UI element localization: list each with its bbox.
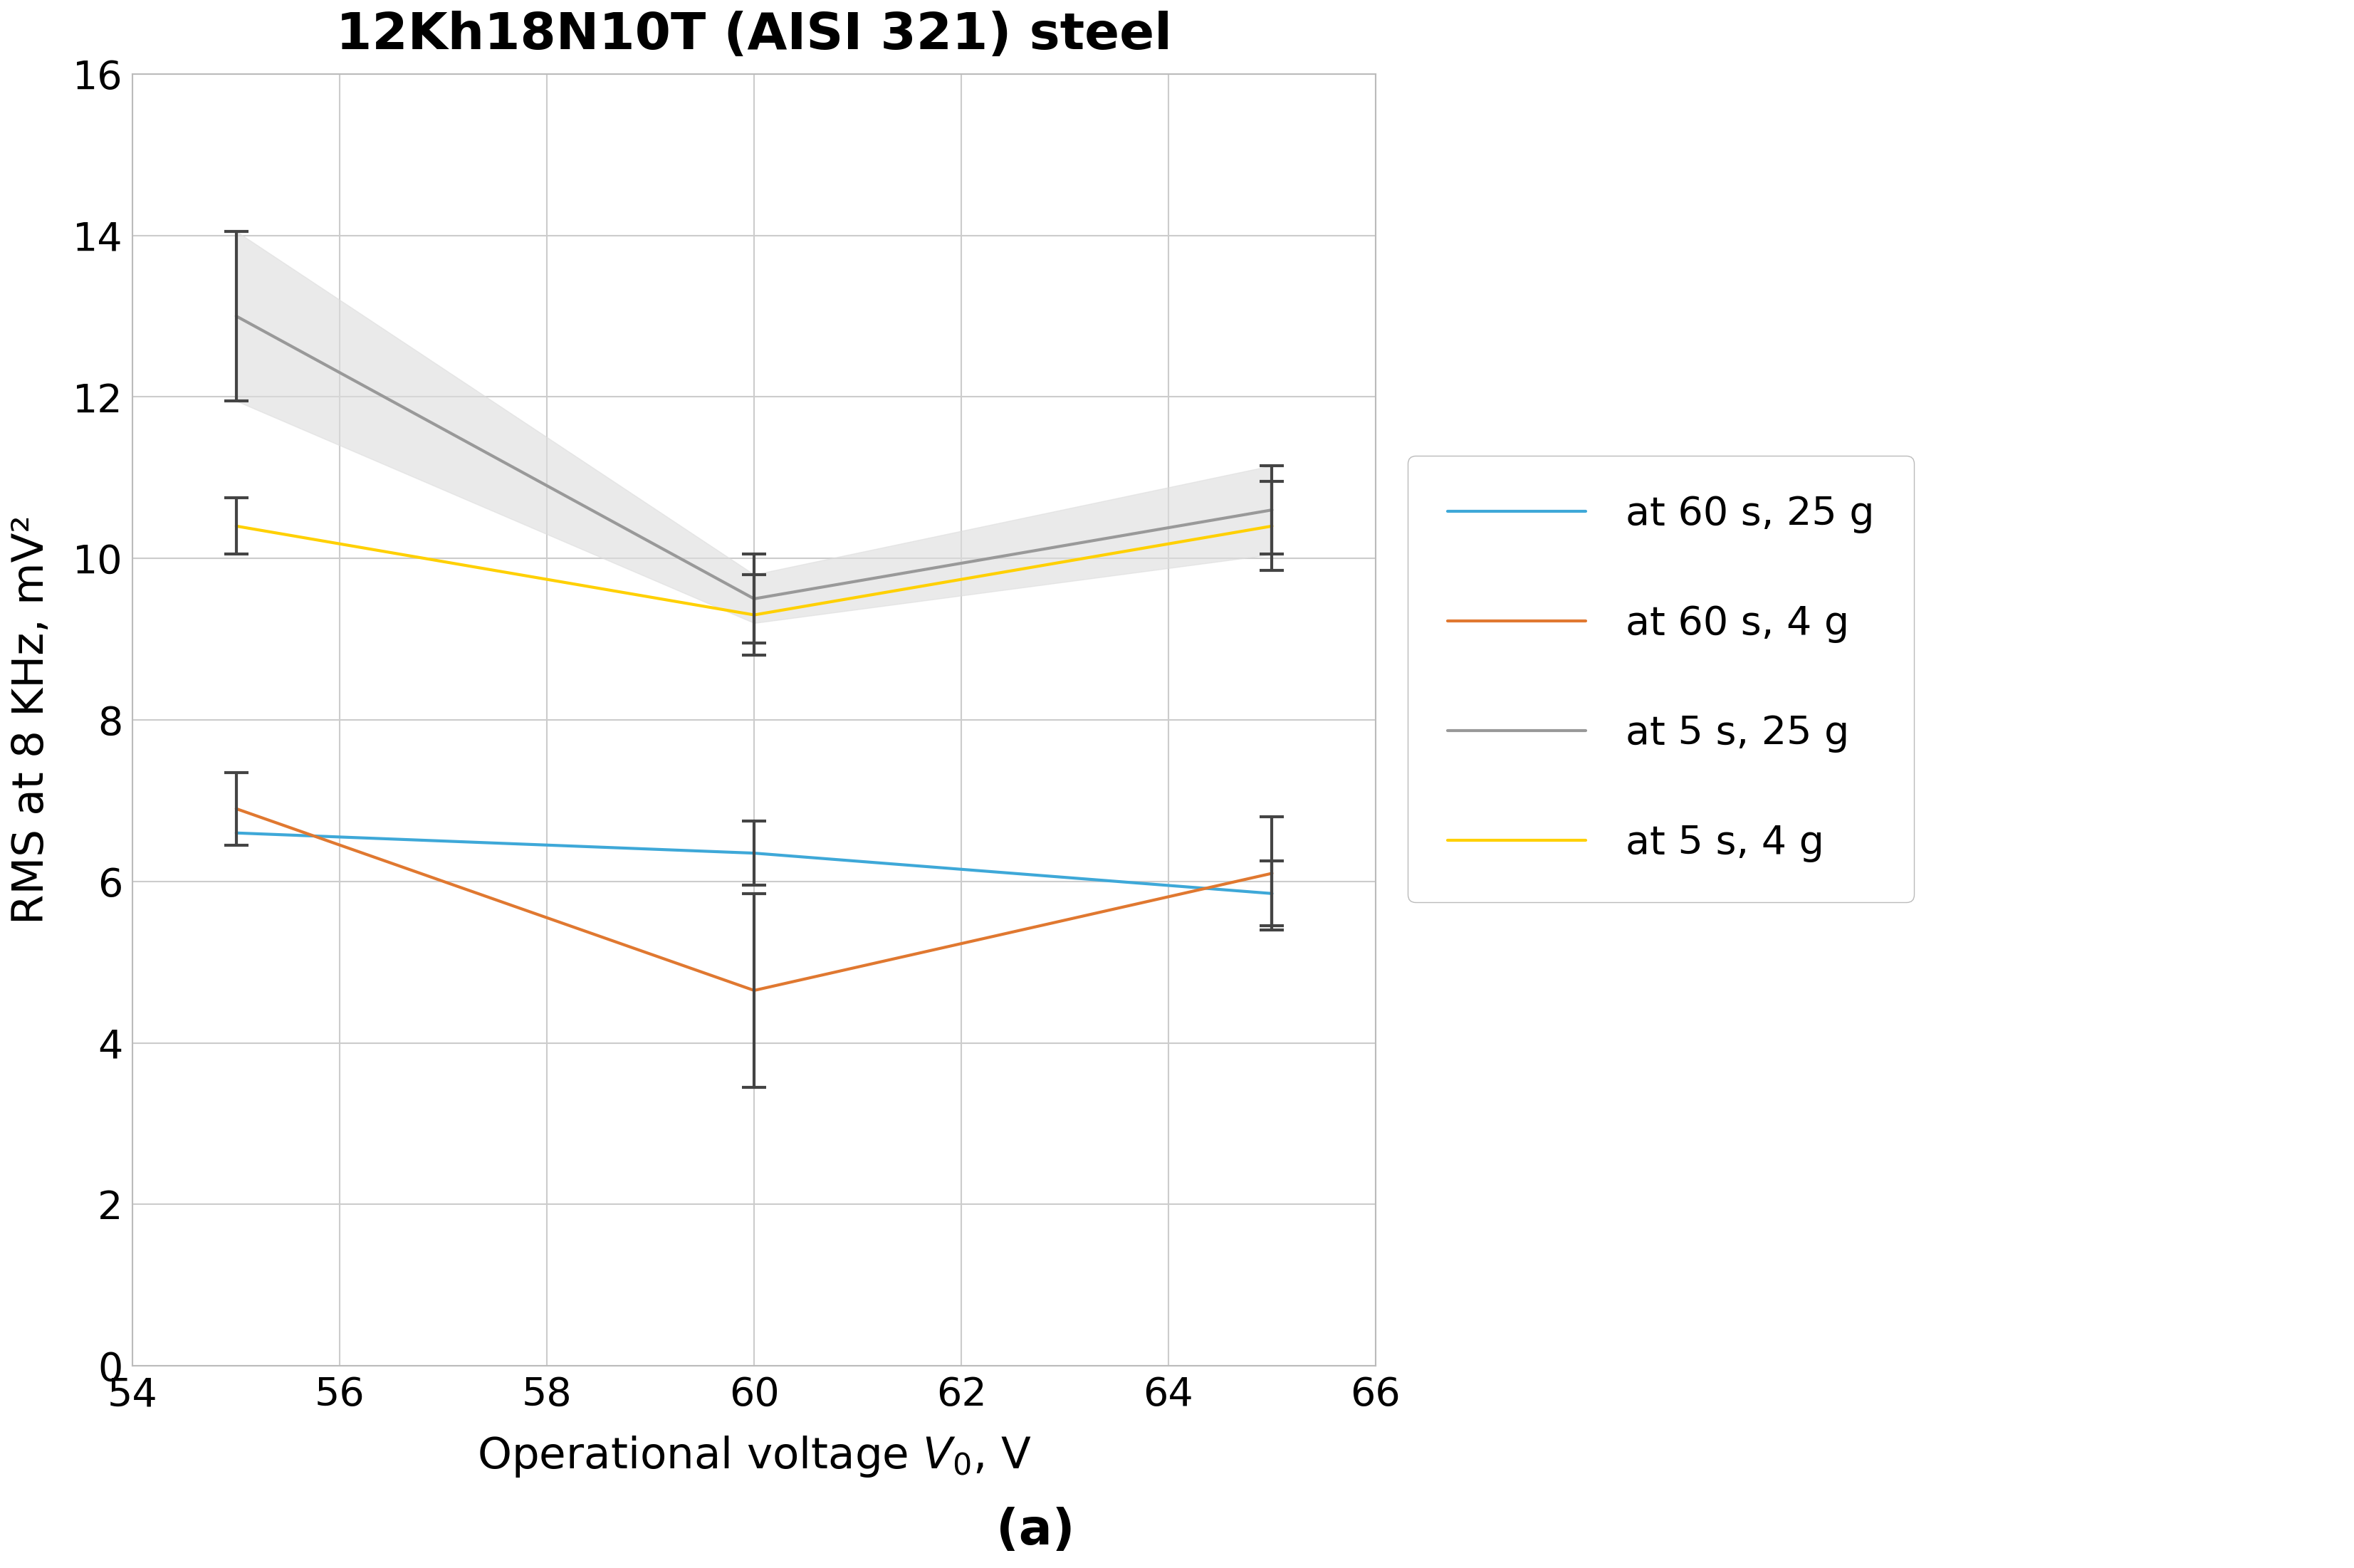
- Line: at 60 s, 25 g: at 60 s, 25 g: [235, 833, 1271, 894]
- Line: at 60 s, 4 g: at 60 s, 4 g: [235, 809, 1271, 991]
- at 60 s, 4 g: [221, 800, 250, 818]
- at 5 s, 4 g: [739, 605, 767, 624]
- at 5 s, 4 g: [1257, 517, 1285, 536]
- Y-axis label: RMS at 8 KHz, mV²: RMS at 8 KHz, mV²: [12, 516, 52, 925]
- at 60 s, 25 g: [739, 844, 767, 862]
- at 60 s, 4 g: [1257, 864, 1285, 883]
- Title: 12Kh18N10T (AISI 321) steel: 12Kh18N10T (AISI 321) steel: [337, 11, 1172, 60]
- Legend: at 60 s, 25 g, at 60 s, 4 g, at 5 s, 25 g, at 5 s, 4 g: at 60 s, 25 g, at 60 s, 4 g, at 5 s, 25 …: [1408, 455, 1914, 902]
- at 5 s, 4 g: [221, 517, 250, 536]
- Text: (a): (a): [996, 1507, 1076, 1554]
- at 60 s, 25 g: [221, 823, 250, 842]
- Line: at 5 s, 4 g: at 5 s, 4 g: [235, 527, 1271, 615]
- X-axis label: Operational voltage $V_0$, V: Operational voltage $V_0$, V: [478, 1435, 1031, 1479]
- at 5 s, 25 g: [221, 307, 250, 326]
- Line: at 5 s, 25 g: at 5 s, 25 g: [235, 317, 1271, 599]
- at 60 s, 25 g: [1257, 884, 1285, 903]
- at 5 s, 25 g: [739, 590, 767, 608]
- at 5 s, 25 g: [1257, 500, 1285, 519]
- at 60 s, 4 g: [739, 982, 767, 1000]
